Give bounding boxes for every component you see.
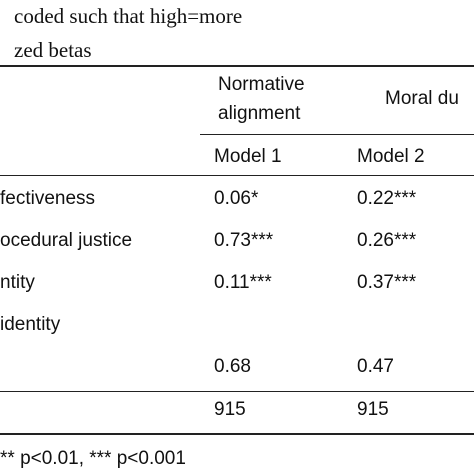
column-header-normative-line2: alignment [218, 103, 301, 124]
row-model1-value: 0.11*** [214, 272, 272, 293]
stats-rule [0, 391, 474, 392]
column-header-model-2: Model 2 [357, 146, 425, 167]
row-label: identity [0, 314, 61, 335]
row-model2-value: 0.37*** [357, 272, 417, 293]
row-model2-value: 915 [357, 399, 389, 420]
row-model1-value: 0.06* [214, 188, 259, 209]
table-note-line-1: coded such that high=more [14, 4, 243, 28]
top-rule [0, 65, 474, 67]
row-label: ntity [0, 272, 35, 293]
bottom-rule [0, 433, 474, 435]
row-model1-value: 0.73*** [214, 230, 274, 251]
row-model2-value: 0.26*** [357, 230, 417, 251]
column-header-normative-line1: Normative [218, 74, 305, 95]
row-model1-value: 915 [214, 399, 246, 420]
column-header-moral-duty: Moral du [385, 88, 459, 109]
column-header-model-1: Model 1 [214, 146, 282, 167]
row-label: fectiveness [0, 188, 96, 209]
row-model2-value: 0.22*** [357, 188, 417, 209]
row-model2-value: 0.47 [357, 356, 394, 377]
row-label: ocedural justice [0, 230, 133, 251]
footnote: ** p<0.01, *** p<0.001 [0, 448, 186, 469]
header-bottom-rule [0, 175, 474, 176]
table-note-line-2: zed betas [14, 38, 92, 62]
row-model1-value: 0.68 [214, 356, 251, 377]
header-subrule [200, 134, 474, 135]
